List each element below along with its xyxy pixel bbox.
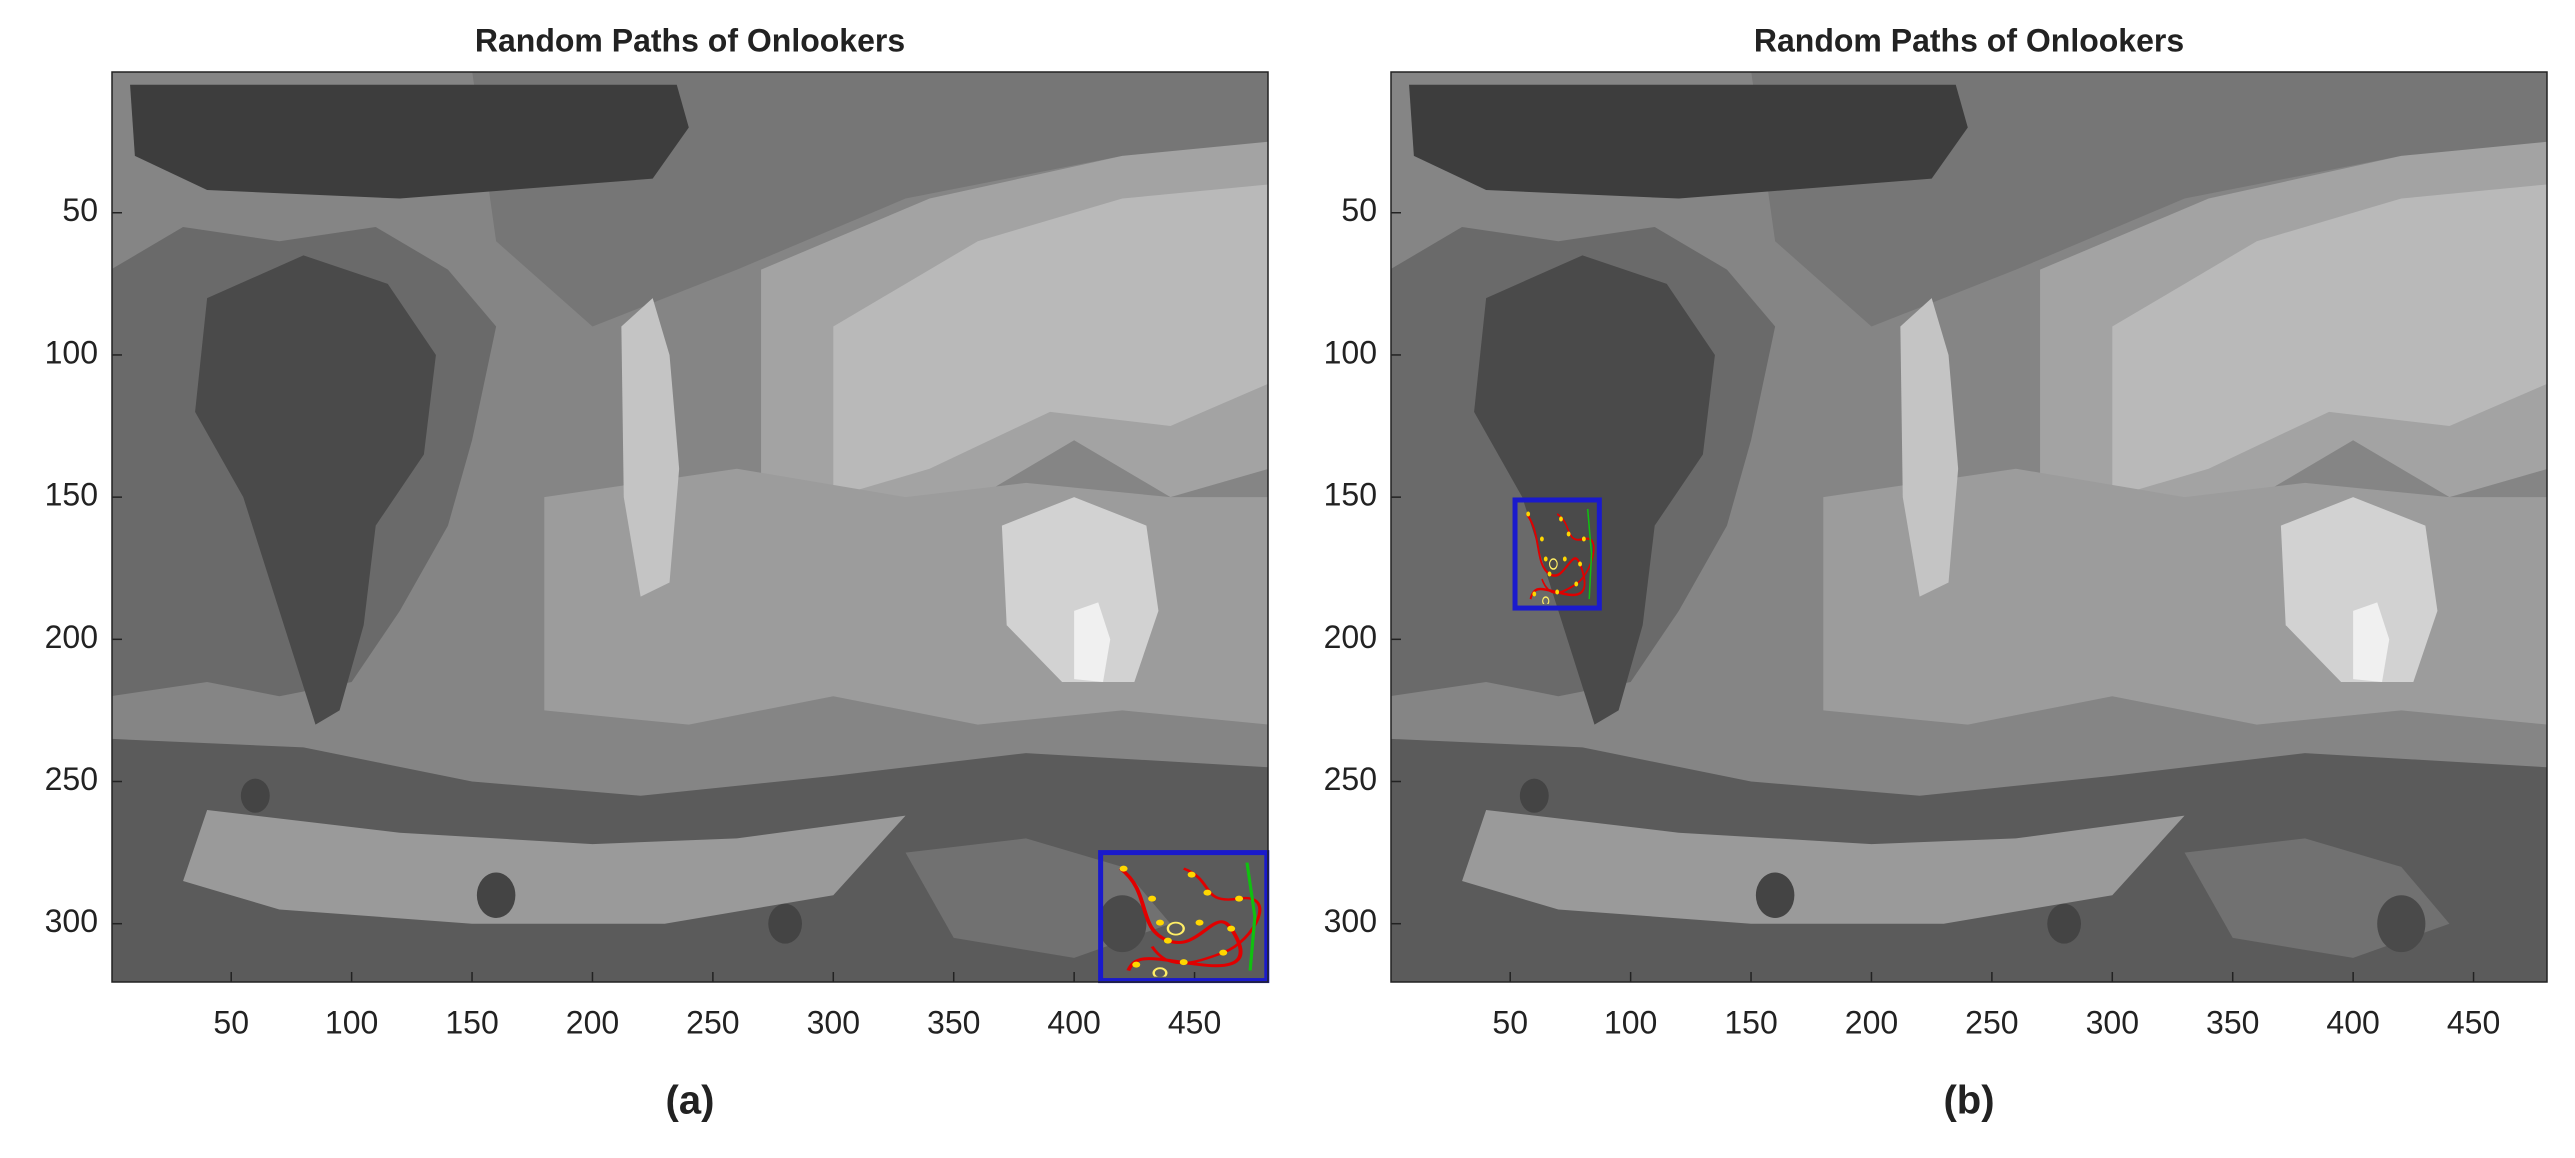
x-tick-label: 150 — [1724, 1004, 1777, 1040]
y-tick-label: 250 — [1324, 761, 1377, 797]
y-tick-label: 100 — [1324, 334, 1377, 370]
x-tick-label: 150 — [445, 1004, 498, 1040]
x-tick-label: 450 — [1168, 1004, 1221, 1040]
x-tick-label: 100 — [325, 1004, 378, 1040]
axes: Random Paths of Onlookers 50 100 150 200 250 3… — [1324, 22, 2548, 1123]
y-tick-label: 150 — [1324, 477, 1377, 513]
search-box — [1098, 850, 1270, 984]
x-tick-label: 200 — [1845, 1004, 1898, 1040]
x-tick-label: 100 — [1604, 1004, 1657, 1040]
x-tick-label: 400 — [1047, 1004, 1100, 1040]
y-tick-label: 50 — [62, 192, 98, 228]
y-tick-label: 300 — [1324, 903, 1377, 939]
x-tick-label: 50 — [213, 1004, 249, 1040]
y-tick-label: 250 — [45, 761, 98, 797]
x-tick-label: 350 — [927, 1004, 980, 1040]
x-tick-label: 200 — [566, 1004, 619, 1040]
x-tick-label: 450 — [2447, 1004, 2500, 1040]
x-tick-label: 250 — [1965, 1004, 2018, 1040]
image — [1391, 72, 2547, 982]
y-tick-label: 150 — [45, 477, 98, 513]
y-tick-label: 50 — [1341, 192, 1377, 228]
x-tick-label: 300 — [807, 1004, 860, 1040]
x-tick-label: 350 — [2206, 1004, 2259, 1040]
x-tick-label: 400 — [2326, 1004, 2379, 1040]
search-box — [1512, 497, 1602, 611]
axes: Random Paths of Onlookers 50 100 150 200 250 3… — [45, 22, 1270, 1123]
x-tick-label: 50 — [1492, 1004, 1528, 1040]
chart-title: Random Paths of Onlookers — [475, 22, 905, 58]
image — [112, 72, 1268, 982]
caption: (b) — [1943, 1079, 1994, 1123]
y-tick-label: 300 — [45, 903, 98, 939]
x-tick-label: 300 — [2086, 1004, 2139, 1040]
y-tick-label: 200 — [1324, 619, 1377, 655]
axes-frame — [111, 71, 1269, 983]
caption: (a) — [666, 1079, 715, 1123]
y-tick-label: 100 — [45, 334, 98, 370]
x-tick-label: 250 — [686, 1004, 739, 1040]
y-tick-label: 200 — [45, 619, 98, 655]
axes-frame — [1390, 71, 2548, 983]
chart-title: Random Paths of Onlookers — [1754, 22, 2184, 58]
